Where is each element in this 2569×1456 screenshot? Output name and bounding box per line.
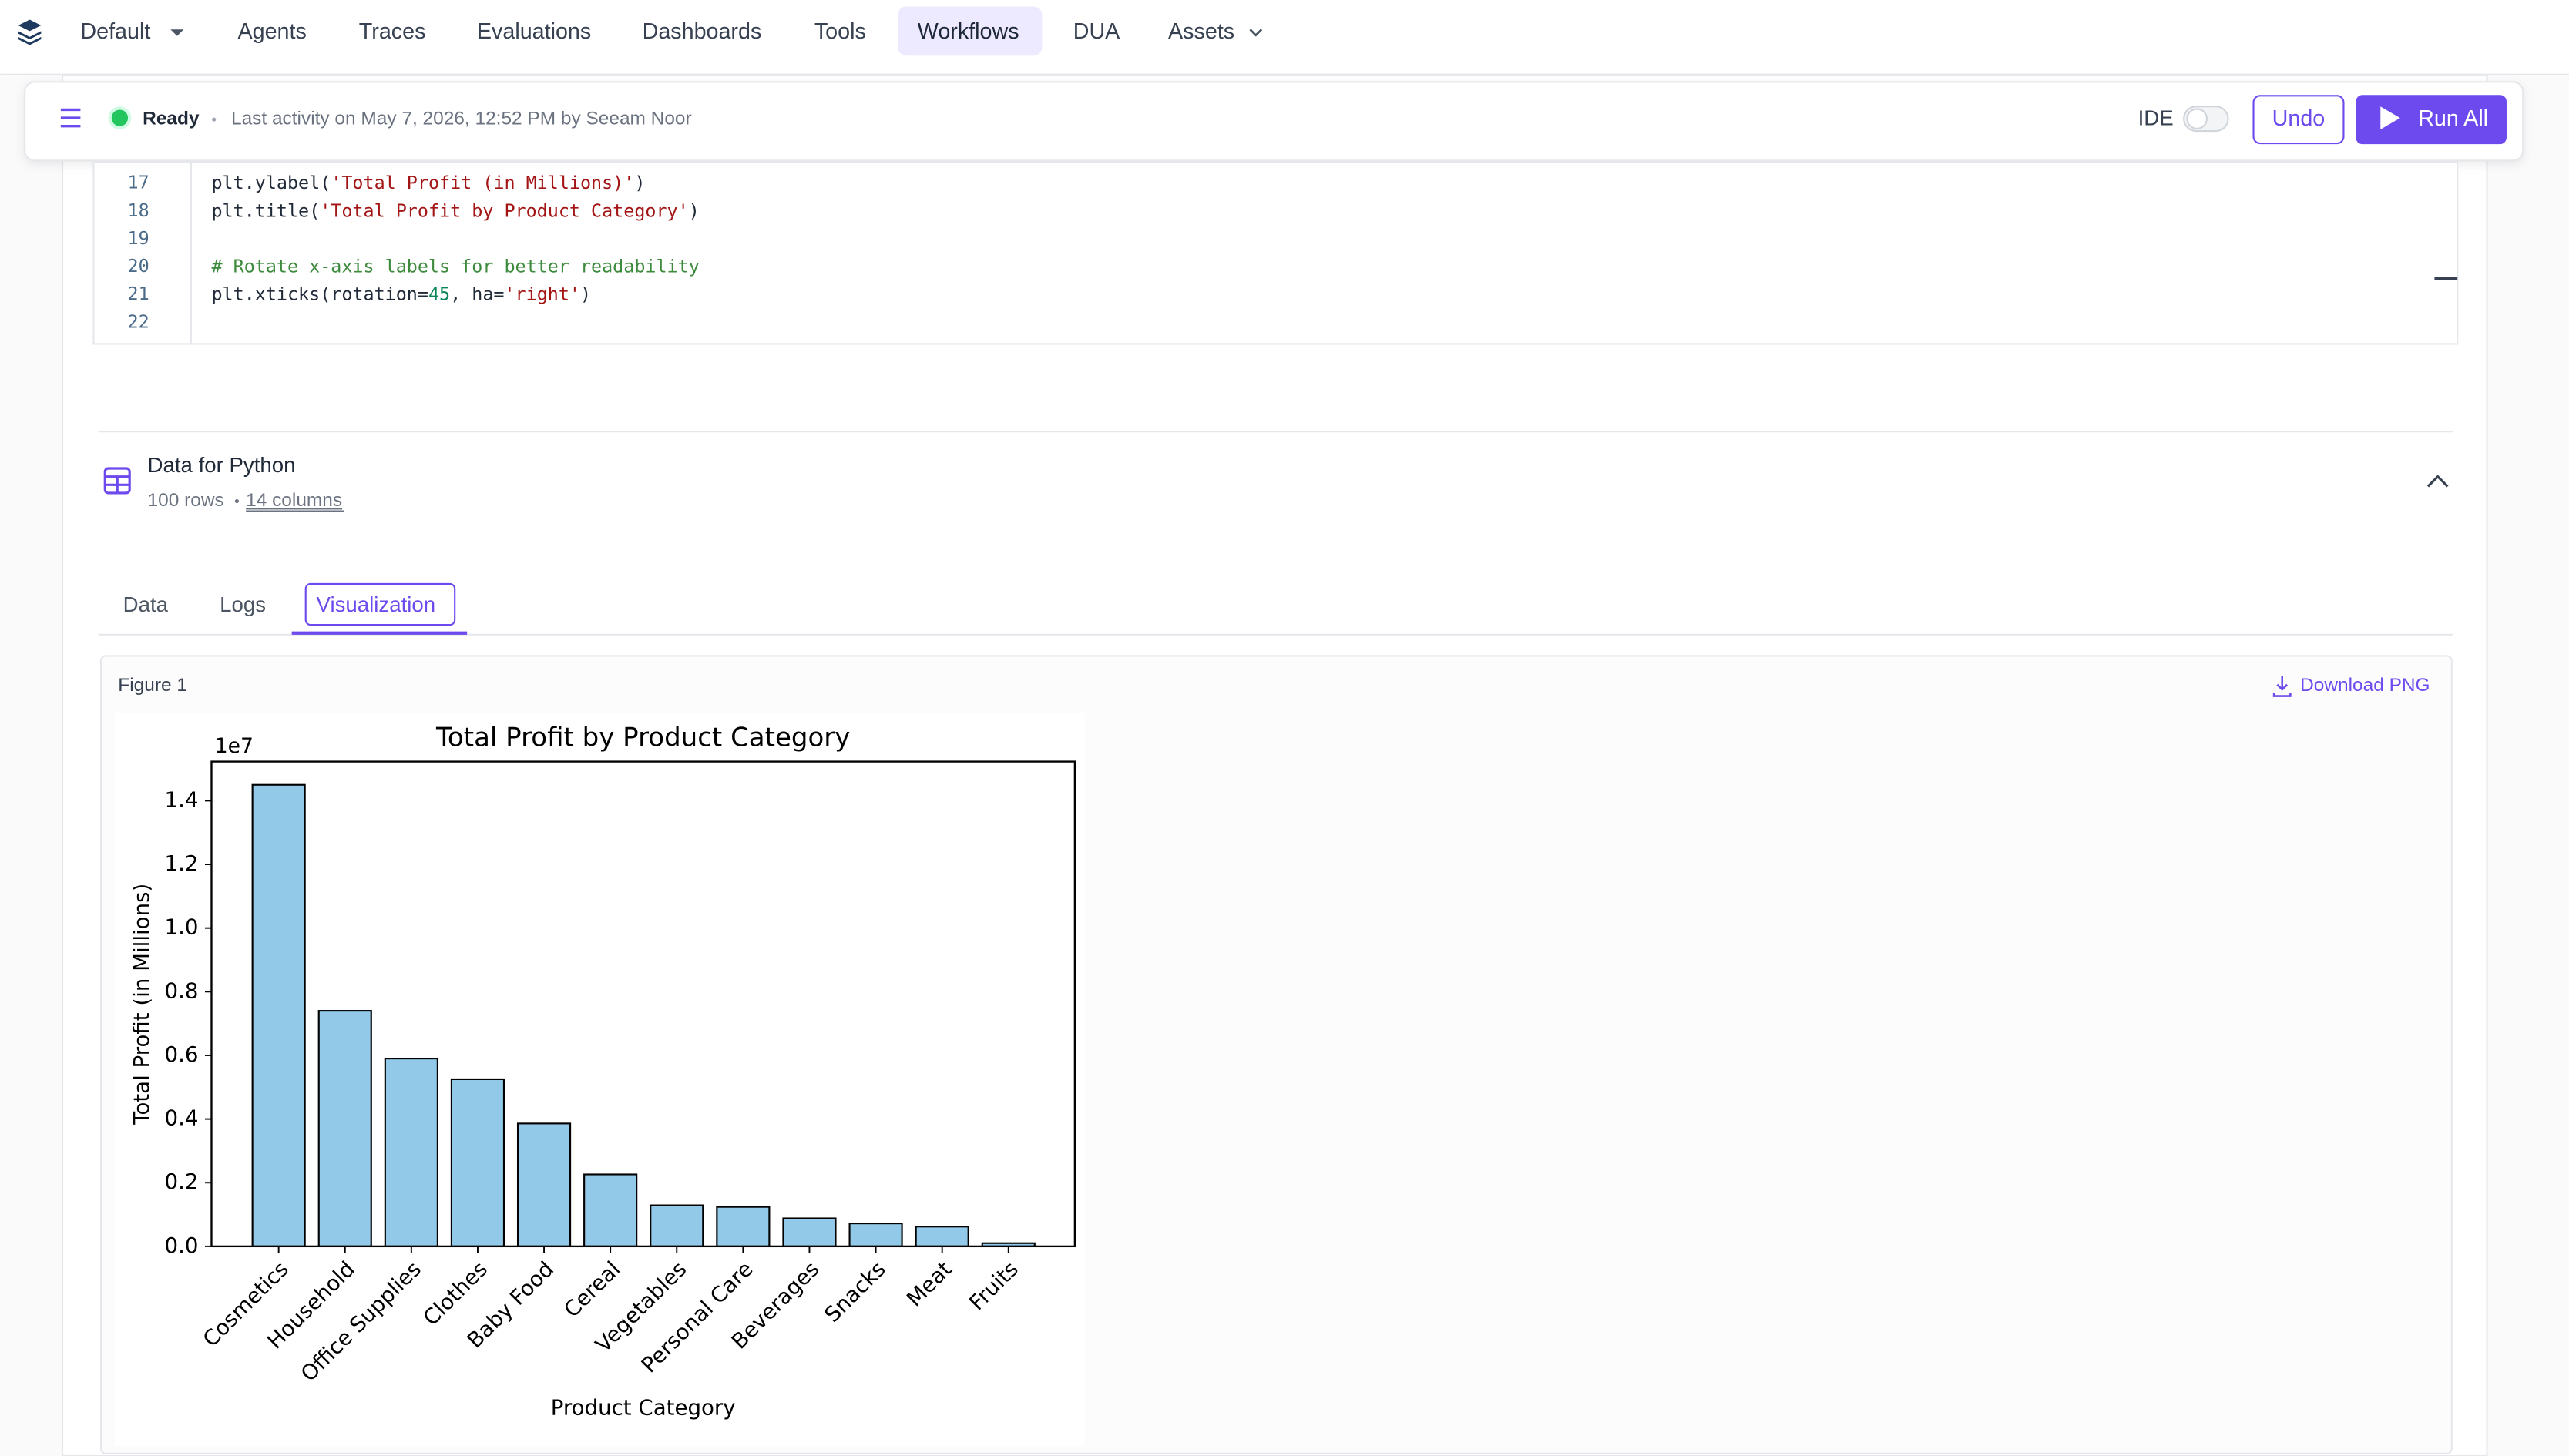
code-token: plt.ylabel( (211, 172, 331, 193)
run-all-label: Run All (2418, 106, 2488, 131)
columns-link[interactable]: 14 columns (246, 490, 342, 511)
top-nav (0, 0, 2569, 74)
status-dot (111, 109, 129, 126)
code-line: plt.xticks(rotation=45, ha='right') (211, 283, 591, 304)
line-number: 21 (128, 283, 149, 304)
nav-item[interactable]: Dashboards (643, 19, 762, 44)
chart-title: Total Profit by Product Category (435, 722, 850, 753)
bar (650, 1204, 704, 1247)
offset-label: 1e7 (215, 734, 254, 758)
download-png[interactable]: Download PNG (2300, 675, 2430, 696)
logo (18, 19, 42, 45)
code-token: ) (689, 200, 700, 221)
bar (848, 1223, 903, 1247)
bar (716, 1206, 771, 1247)
nav-item[interactable]: Evaluations (477, 19, 591, 44)
bar (384, 1058, 438, 1247)
active-nav-bg (898, 6, 1043, 56)
y-tick-label: 0.6 (165, 1042, 199, 1067)
code-token: 'Total Profit by Product Category' (320, 200, 688, 221)
bar (583, 1173, 638, 1247)
plot-frame (210, 760, 1076, 1248)
nav-item[interactable]: Assets (1168, 19, 1234, 44)
code-line: # Rotate x-axis labels for better readab… (211, 255, 699, 277)
separator (234, 499, 239, 504)
toggle-knob (2186, 108, 2208, 129)
line-number: 20 (128, 255, 149, 277)
code-token: plt.title( (211, 200, 320, 221)
y-tick-label: 0.8 (165, 978, 199, 1003)
nav-item[interactable]: Workflows (918, 19, 1019, 44)
code-token: 45 (428, 283, 450, 304)
status-label: Ready (143, 109, 200, 129)
download-icon (2272, 676, 2292, 697)
workspace-selector[interactable]: Default (80, 19, 150, 44)
y-tick-label: 0.0 (165, 1233, 199, 1258)
code-token: ) (580, 283, 591, 304)
bar (516, 1122, 572, 1247)
status-card (24, 81, 2524, 162)
dataset-rows: 100 rows (148, 490, 224, 511)
line-number: 19 (128, 227, 149, 249)
table-icon (103, 467, 131, 495)
code-line: plt.ylabel('Total Profit (in Millions)') (211, 172, 645, 193)
code-token: 'right' (504, 283, 580, 304)
tab[interactable]: Visualization (317, 592, 436, 616)
figure-label: Figure 1 (118, 675, 187, 696)
nav-item[interactable]: Agents (237, 19, 306, 44)
code-token: # Rotate x-axis labels for better readab… (211, 255, 699, 277)
y-axis-label: Total Profit (in Millions) (129, 884, 154, 1126)
tab[interactable]: Logs (220, 592, 266, 616)
bar (915, 1226, 969, 1247)
y-tick-label: 1.4 (165, 787, 199, 812)
line-number: 22 (128, 310, 149, 332)
dataset-name: Data for Python (148, 453, 296, 477)
caret (170, 29, 184, 36)
code-token: plt.xticks(rotation= (211, 283, 428, 304)
bar (782, 1217, 837, 1247)
collapse-chevron[interactable] (2426, 475, 2449, 488)
bar (317, 1010, 372, 1247)
chevron (1249, 29, 1263, 37)
y-tick-label: 1.0 (165, 914, 199, 940)
code-token: 'Total Profit (in Millions)' (331, 172, 634, 193)
bar (251, 783, 306, 1247)
tab[interactable]: Data (123, 592, 169, 616)
bar (450, 1078, 505, 1247)
line-number: 18 (128, 200, 149, 221)
undo-label: Undo (2272, 106, 2326, 131)
y-tick-label: 0.2 (165, 1169, 199, 1194)
ide-label: IDE (2138, 106, 2174, 129)
nav-item[interactable]: Traces (359, 19, 426, 44)
nav-item[interactable]: DUA (1073, 19, 1120, 44)
x-axis-label: Product Category (551, 1394, 736, 1420)
separator (212, 117, 217, 122)
menu-button[interactable] (60, 108, 81, 128)
code-token: ) (634, 172, 645, 193)
code-editor (92, 161, 2459, 345)
line-number: 17 (128, 172, 149, 193)
activity: Last activity on May 7, 2026, 12:52 PM b… (231, 109, 692, 129)
undo-button[interactable] (2252, 95, 2345, 145)
code-line: plt.title('Total Profit by Product Categ… (211, 200, 699, 221)
play-icon (2380, 106, 2400, 129)
y-tick-label: 0.4 (165, 1105, 199, 1131)
nav-item[interactable]: Tools (814, 19, 866, 44)
code-token: , ha= (450, 283, 504, 304)
y-tick-label: 1.2 (165, 850, 199, 876)
active-tab-box (304, 582, 456, 626)
run-all-button[interactable] (2356, 95, 2507, 145)
